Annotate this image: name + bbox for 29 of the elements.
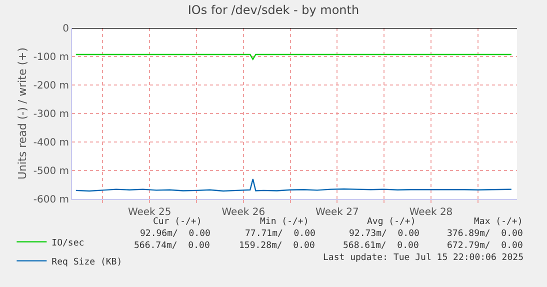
text: 77.71m/ 0.00	[245, 229, 316, 239]
y-tick-label: -500 m	[33, 166, 69, 177]
text: 159.28m/ 0.00	[239, 241, 315, 251]
text: 92.96m/ 0.00	[140, 229, 210, 239]
legend-label: Req Size (KB)	[52, 257, 122, 268]
text: 568.61m/ 0.00	[343, 241, 419, 251]
text: Cur (-/+)	[153, 217, 202, 227]
text: 566.74m/ 0.00	[134, 241, 210, 251]
x-tick-label: Week 27	[316, 207, 359, 218]
x-tick-label: Week 28	[409, 207, 453, 218]
text: 92.73m/ 0.00	[349, 229, 420, 239]
x-tick-label: Week 26	[222, 207, 266, 218]
y-tick-label: 0	[62, 24, 69, 34]
text: 376.89m/ 0.00	[447, 229, 523, 239]
legend-label: IO/sec	[52, 238, 84, 248]
text: Max (-/+)	[474, 217, 523, 227]
y-axis-title: Units read (-) / write (+)	[16, 47, 30, 180]
chart-title: IOs for /dev/sdek - by month	[188, 3, 360, 18]
text: Avg (-/+)	[367, 217, 416, 227]
line-series	[75, 178, 512, 192]
x-tick-label: Week 25	[128, 207, 172, 218]
text: Last update: Tue Jul 15 22:00:06 2025	[323, 253, 524, 263]
y-tick-label: -600 m	[33, 194, 69, 206]
y-tick-label: -300 m	[33, 109, 69, 120]
y-tick-label: -200 m	[33, 80, 69, 92]
text: 672.79m/ 0.00	[447, 241, 523, 251]
y-tick-label: -100 m	[33, 52, 69, 63]
y-tick-label: -400 m	[33, 138, 69, 148]
text: Min (-/+)	[260, 217, 309, 227]
